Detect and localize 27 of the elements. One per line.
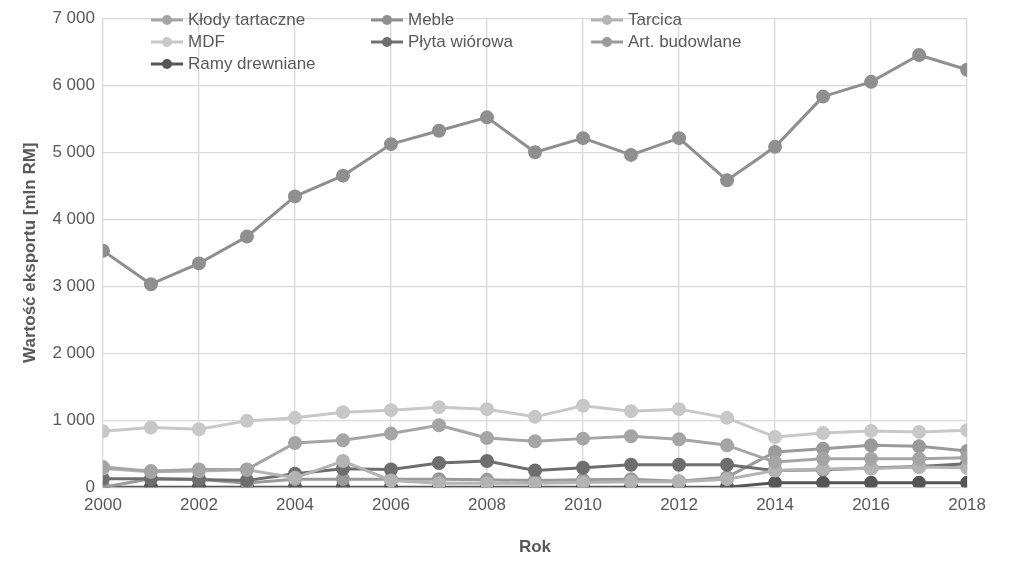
y-tick-label: 6 000	[52, 74, 95, 94]
y-axis-title: Wartość eksportu [mln RM]	[19, 142, 39, 363]
y-tick-label: 2 000	[52, 342, 95, 362]
legend-label: Art. budowlane	[628, 32, 742, 52]
x-tick-label: 2004	[276, 495, 314, 515]
legend-label: Tarcica	[628, 10, 682, 30]
y-tick-label: 3 000	[52, 275, 95, 295]
x-axis-title: Rok	[518, 537, 552, 557]
y-tick-label: 5 000	[52, 141, 95, 161]
y-tick-label: 4 000	[52, 208, 95, 228]
x-tick-label: 2008	[468, 495, 506, 515]
x-tick-label: 2010	[564, 495, 602, 515]
legend-label: Ramy drewniane	[188, 54, 316, 74]
x-tick-label: 2012	[660, 495, 698, 515]
x-tick-label: 2014	[756, 495, 794, 515]
legend-label: Meble	[408, 10, 455, 30]
x-tick-label: 2000	[84, 495, 122, 515]
y-tick-label: 1 000	[52, 409, 95, 429]
legend-label: Płyta wiórowa	[408, 32, 513, 52]
x-tick-label: 2006	[372, 495, 410, 515]
x-tick-label: 2016	[852, 495, 890, 515]
legend-label: Kłody tartaczne	[188, 10, 306, 30]
y-tick-label: 0	[85, 476, 95, 496]
y-tick-label: 7 000	[52, 7, 95, 27]
legend-label: MDF	[188, 32, 225, 52]
x-tick-label: 2018	[948, 495, 986, 515]
x-tick-label: 2002	[180, 495, 218, 515]
